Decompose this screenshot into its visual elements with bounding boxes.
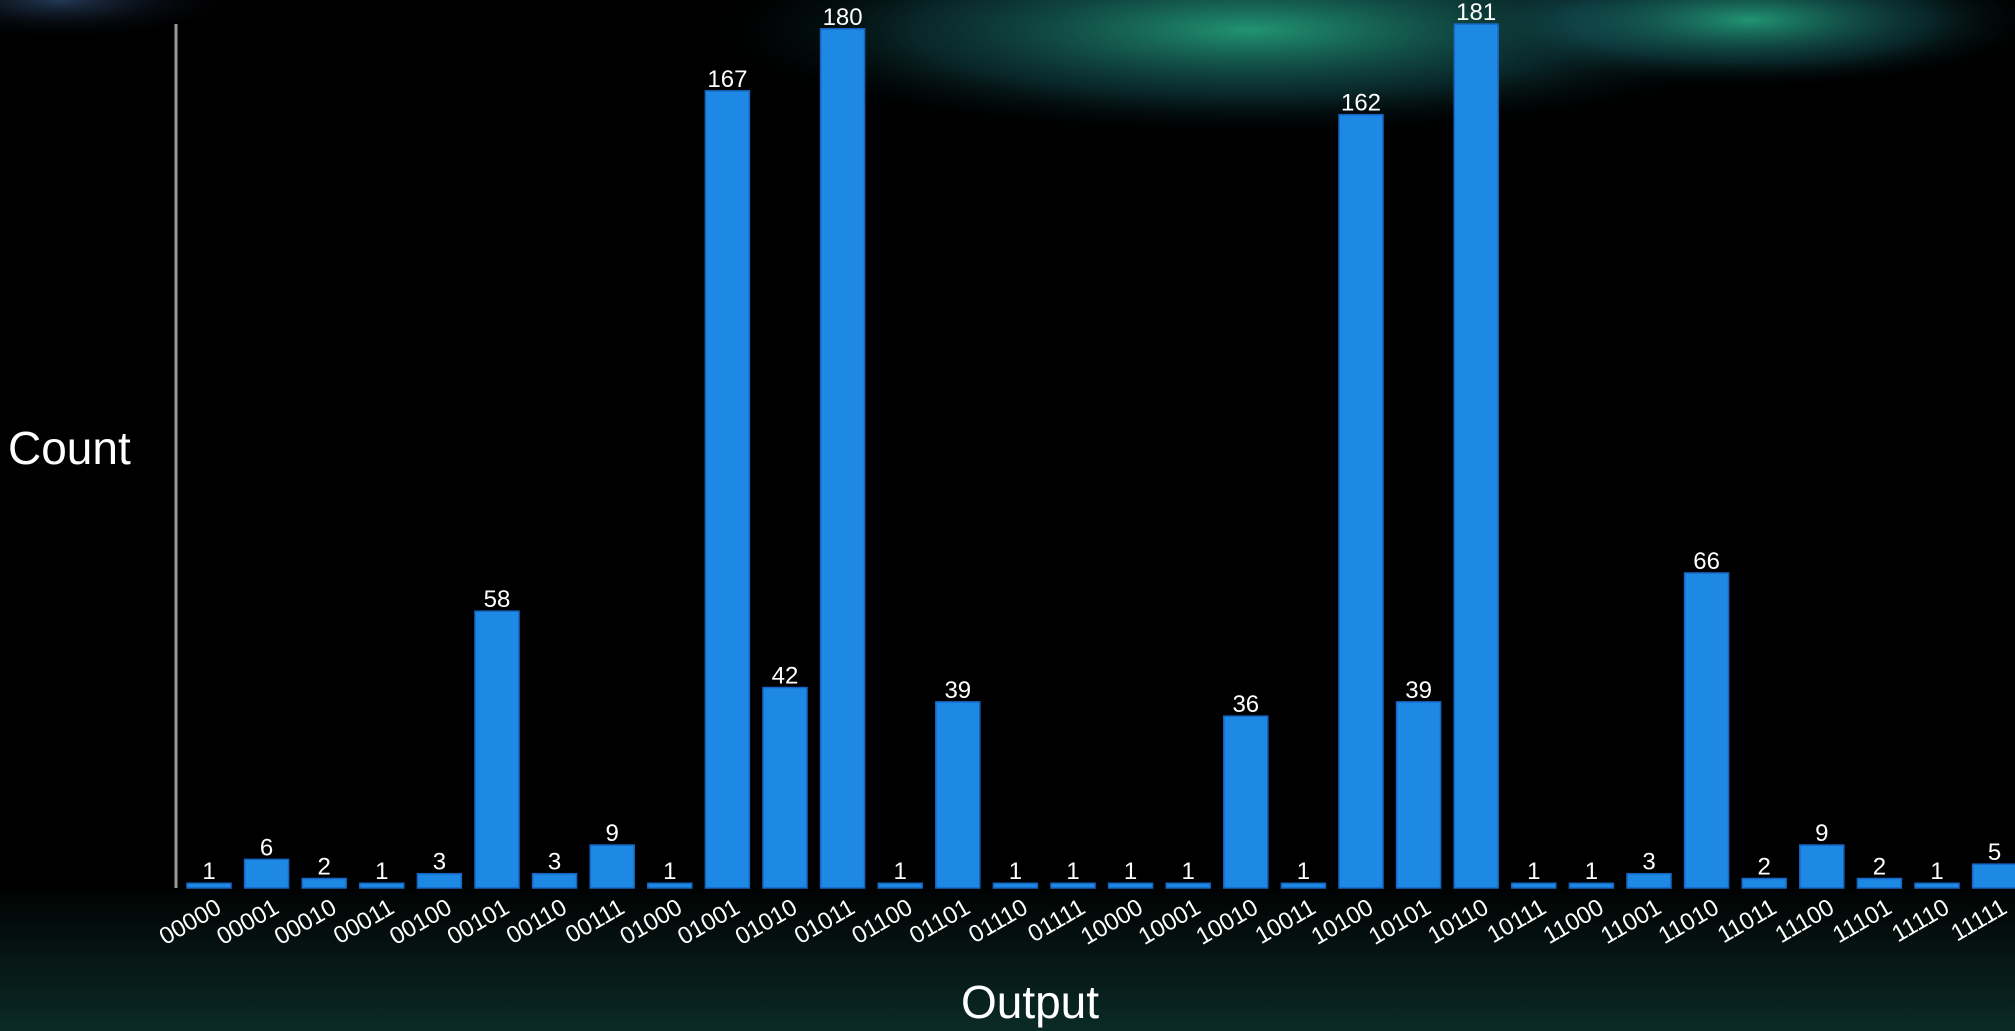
data-label: 1 [1930, 858, 1943, 885]
bar [301, 877, 347, 889]
data-label: 181 [1456, 0, 1496, 26]
bar [1165, 882, 1211, 889]
bar [531, 872, 578, 889]
bar [877, 882, 923, 889]
data-label: 42 [772, 663, 799, 690]
bar [1280, 882, 1327, 889]
data-label: 1 [1585, 858, 1598, 885]
bar [474, 610, 520, 889]
data-label: 1 [1527, 858, 1540, 885]
bar [647, 882, 693, 889]
bar [762, 686, 808, 889]
data-label: 3 [1642, 849, 1655, 876]
data-label: 2 [1758, 853, 1771, 880]
bar [1338, 113, 1384, 889]
data-label: 1 [1066, 858, 1079, 885]
data-label: 1 [202, 858, 215, 885]
bar [1511, 882, 1557, 889]
x-axis-label: Output [961, 976, 1099, 1028]
data-label: 1 [894, 858, 907, 885]
bar [186, 882, 232, 889]
data-label: 36 [1232, 691, 1259, 718]
data-label: 1 [1009, 858, 1022, 885]
data-label: 3 [548, 849, 561, 876]
bar [1223, 715, 1269, 889]
bar [935, 701, 981, 889]
data-label: 2 [1873, 853, 1886, 880]
bar [243, 858, 290, 889]
data-label: 180 [823, 4, 863, 31]
data-label: 9 [1815, 820, 1828, 847]
data-label: 167 [707, 66, 747, 93]
bar [589, 844, 635, 889]
data-label: 1 [1297, 858, 1310, 885]
data-label: 1 [663, 858, 676, 885]
data-label: 5 [1988, 839, 2001, 866]
bar [704, 90, 751, 889]
bar [1568, 882, 1615, 889]
data-label: 6 [260, 834, 273, 861]
data-label: 9 [606, 820, 619, 847]
bar [1626, 872, 1672, 889]
data-label: 162 [1341, 90, 1381, 117]
bar [992, 882, 1039, 889]
data-label: 39 [944, 677, 971, 704]
bar [1683, 572, 1730, 889]
bar [1107, 882, 1154, 889]
bar [1914, 882, 1960, 889]
decoration [0, 0, 240, 40]
data-label: 39 [1405, 677, 1432, 704]
bar [1971, 863, 2015, 889]
data-label: 1 [1182, 858, 1195, 885]
background-glow [0, 880, 2015, 1031]
bar [359, 882, 405, 889]
bar [416, 872, 463, 889]
y-axis-label: Count [8, 422, 131, 474]
bar [1856, 877, 1903, 889]
bar [1395, 701, 1442, 889]
data-label: 1 [375, 858, 388, 885]
decoration [1450, 0, 2015, 90]
data-label: 66 [1693, 548, 1720, 575]
bar [819, 28, 866, 889]
data-label: 58 [484, 586, 511, 613]
bar [1741, 877, 1787, 889]
data-label: 2 [318, 853, 331, 880]
data-label: 1 [1124, 858, 1137, 885]
bar [1799, 844, 1845, 889]
bar [1453, 23, 1499, 889]
bar [1050, 882, 1096, 889]
data-label: 3 [433, 849, 446, 876]
